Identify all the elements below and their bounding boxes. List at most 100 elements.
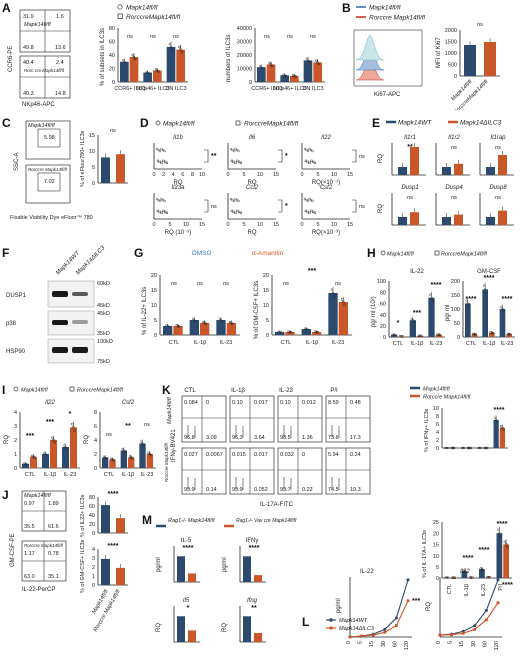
point: [483, 446, 486, 450]
xtick: 15: [347, 172, 353, 178]
xtick: DN ILC3: [165, 86, 186, 92]
point: [431, 299, 434, 303]
point: [496, 578, 500, 582]
bar: [398, 217, 407, 225]
ytick: 4: [436, 430, 439, 436]
legend: Mapk14WT Mapk14ΔILC3: [386, 120, 502, 127]
sig: ****: [249, 545, 260, 552]
xtick: IL-23: [220, 340, 233, 346]
ytick: 2000: [445, 28, 457, 34]
point: [383, 630, 387, 634]
event-dot: [242, 428, 244, 430]
event-dot: [235, 425, 237, 427]
point: [261, 67, 264, 70]
panel-k: K CTL IL-1β IL-23 P/I Mapk14fl/fl Rorccr…: [160, 382, 520, 512]
point: [237, 210, 241, 213]
bar: [285, 332, 295, 335]
point: [412, 320, 416, 323]
x-axis: IL-17A-FITC: [260, 502, 294, 508]
y-label: RQ: [156, 623, 162, 632]
event-dot: [194, 434, 196, 436]
sig: ns: [451, 145, 457, 151]
panel-m: M Rag1-/- Mapk14fl/fl Rag1-/- Vav cre Ma…: [140, 512, 300, 670]
point: [406, 599, 410, 603]
ytick: 5: [154, 318, 157, 324]
point: [171, 48, 174, 51]
point: [503, 540, 507, 543]
ytick: 0: [436, 576, 439, 582]
sig: ****: [108, 543, 119, 550]
xtick: 0: [152, 172, 155, 178]
bar: [328, 293, 338, 335]
point: [502, 310, 505, 313]
dot-plot: Il23a ns 0 5 10 15 RQ (10⁻²): [152, 185, 217, 236]
sig: ns: [106, 432, 112, 438]
col-label: IL-1β: [231, 388, 245, 394]
bar: [503, 544, 509, 578]
event-dot: [242, 478, 244, 480]
xtick: CTL: [466, 341, 476, 347]
y-label: MFI of Ki67: [436, 37, 442, 68]
quadrant-value: 0.48: [350, 400, 361, 406]
point: [178, 325, 181, 328]
panel-d-svg: Mapk14fl/fl RorccreMapk14fl/fl Il1b**0 2 4…: [152, 121, 365, 237]
legend: Mapk14fl/fl Rorccre Mapk14fl/fl: [410, 387, 471, 401]
xtick: 60: [482, 641, 488, 647]
bar: [398, 336, 405, 337]
xtick: 10: [257, 222, 263, 228]
sig: ****: [502, 296, 513, 303]
bracket: [204, 199, 209, 213]
ytick: 20: [380, 324, 386, 330]
flow-plot: 0.032 0 99.7 0.22: [277, 447, 323, 495]
quadrant-value: 0.10: [232, 400, 243, 406]
panel-label: D: [140, 116, 149, 130]
xtick: IL-23: [64, 472, 77, 478]
ytick: 3: [92, 556, 95, 562]
event-dot: [235, 487, 237, 489]
bar: [454, 163, 463, 175]
y-label: RQ: [4, 435, 10, 444]
point: [438, 633, 442, 637]
panel-i: I Mapk14fl/fl RorccreMapk14fl/fl Il22 0 …: [0, 382, 160, 487]
legend-ctl: Rag1-/- Mapk14fl/fl: [168, 518, 215, 524]
x-label: RQ: [174, 180, 183, 186]
xtick: 5: [168, 222, 171, 228]
ytick: 30000: [237, 40, 252, 46]
ytick: 0: [92, 531, 95, 537]
y-label: % of subsets in ILC3s: [100, 28, 106, 86]
legend-amanitin: α-Amanitin: [252, 250, 284, 257]
event-dot: [187, 431, 189, 433]
quadrant-value: 0.012: [302, 400, 316, 406]
ytick: 60: [109, 40, 115, 46]
event-dot: [290, 480, 292, 482]
point: [287, 330, 290, 333]
row-label: Mapk14fl/fl: [167, 397, 173, 424]
point: [237, 149, 240, 153]
point: [65, 447, 68, 450]
bar: [280, 75, 289, 82]
point: [221, 320, 224, 323]
xtick: 4: [172, 172, 175, 178]
flow-name: Rorccre Mapk14fl/fl: [24, 543, 64, 548]
bar: [243, 556, 251, 582]
ytick: 15: [263, 288, 269, 294]
point: [282, 73, 285, 76]
chart-title: Il22: [460, 569, 470, 575]
ytick: 15: [433, 543, 439, 549]
quadrant-value: 0.027: [184, 452, 198, 458]
ytick: 0: [436, 446, 439, 452]
bar: [301, 329, 311, 335]
x-label: RQ(×10⁻³): [312, 230, 340, 236]
quadrant-value: 0.017: [254, 452, 268, 458]
xtick: NKp46+ ILC3: [136, 86, 169, 92]
bar: [30, 456, 37, 468]
event-dot: [283, 425, 285, 427]
point: [497, 528, 500, 531]
event-dot: [283, 433, 285, 435]
legend-ko: RorccreMapk14fl/fl: [126, 14, 181, 21]
xtick: P/I: [498, 584, 504, 591]
point: [348, 635, 352, 639]
event-dot: [187, 429, 189, 431]
point: [479, 446, 482, 450]
event-dot: [235, 483, 237, 485]
